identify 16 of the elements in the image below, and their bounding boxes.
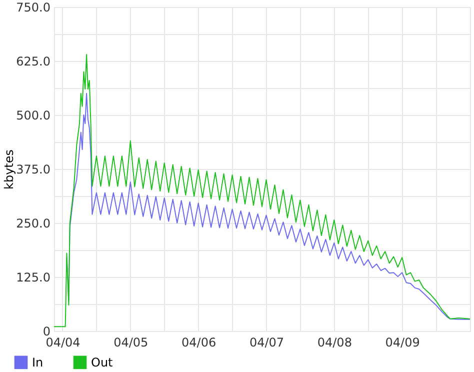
y-tick-label: 625.0 [16,54,50,68]
x-tick-label: 04/08 [317,336,352,350]
y-tick-label: 0 [42,324,50,338]
x-tick-label: 04/09 [385,336,420,350]
y-tick-label: 750.0 [16,0,50,14]
x-tick-label: 04/07 [249,336,284,350]
legend-label: Out [91,355,114,370]
x-tick-label: 04/04 [46,336,80,350]
y-tick-label: 125.0 [16,270,50,284]
y-axis-title: kbytes [2,149,16,190]
y-tick-label: 250.0 [16,216,50,230]
y-tick-label: 500.0 [16,108,50,122]
x-tick-label: 04/05 [114,336,148,350]
y-tick-label: 375.0 [16,162,50,176]
x-tick-label: 04/06 [182,336,216,350]
legend-label: In [32,355,44,370]
